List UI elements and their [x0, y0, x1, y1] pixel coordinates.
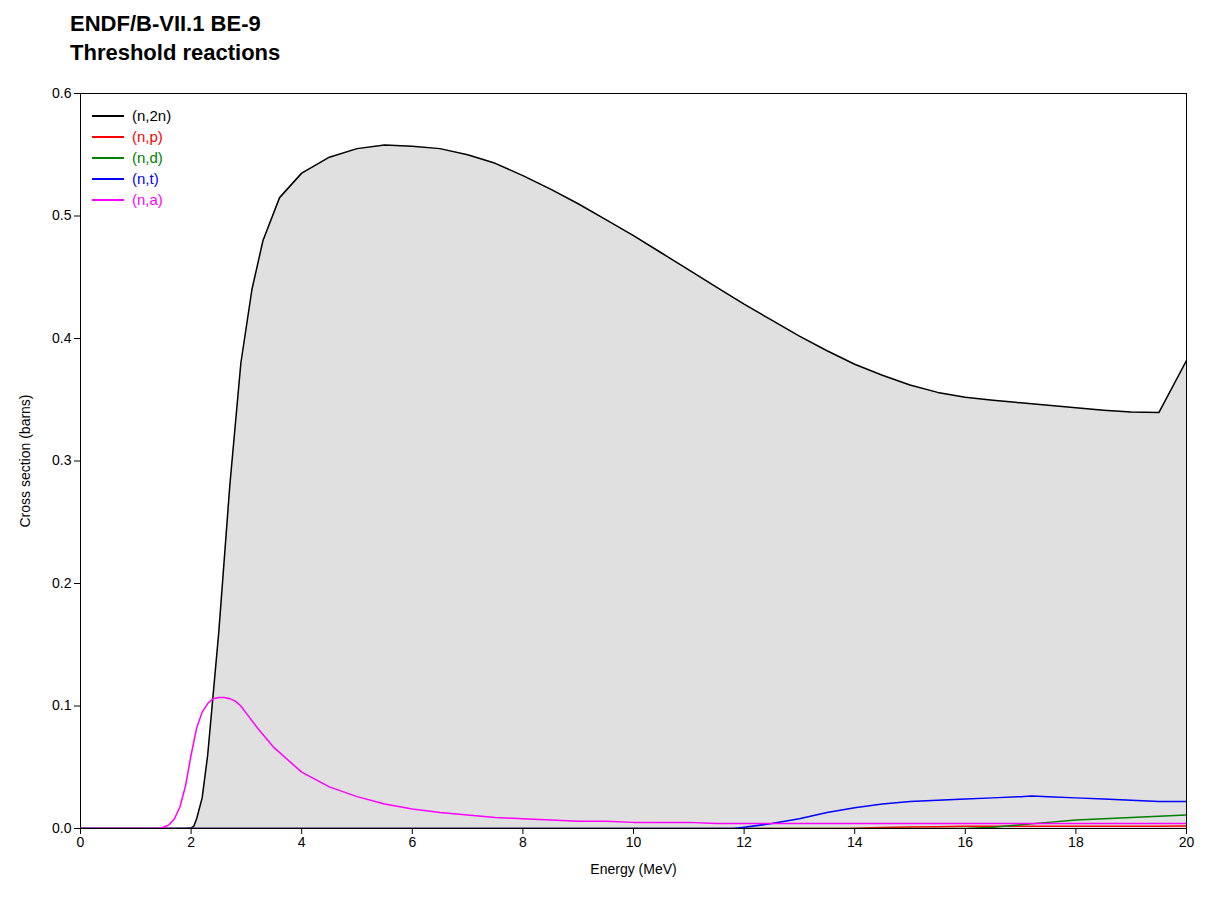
html-text:(n,a): (n,a): [132, 191, 163, 209]
svg-text:0.1: 0.1: [52, 698, 72, 714]
html-text:(n,t): (n,t): [132, 170, 159, 188]
html-text:ENDF/B-VII.1 BE-9: ENDF/B-VII.1 BE-9: [70, 11, 261, 36]
svg-text:0.6: 0.6: [52, 85, 72, 101]
svg-text:2: 2: [187, 835, 195, 851]
svg-text:18: 18: [1068, 835, 1084, 851]
svg-text:0.5: 0.5: [52, 208, 72, 224]
svg-text:0.3: 0.3: [52, 453, 72, 469]
svg-text:16: 16: [958, 835, 974, 851]
html-text:(n,2n): (n,2n): [132, 107, 172, 125]
html-text:Threshold reactions: Threshold reactions: [70, 39, 281, 65]
svg-text:0.0: 0.0: [52, 820, 72, 836]
svg-text:0.2: 0.2: [52, 575, 72, 591]
svg-text:10: 10: [626, 835, 642, 851]
svg-text:Cross section (barns): Cross section (barns): [17, 395, 33, 528]
svg-text:0.4: 0.4: [52, 330, 72, 346]
svg-text:14: 14: [847, 835, 863, 851]
svg-text:8: 8: [519, 835, 527, 851]
svg-text:20: 20: [1179, 835, 1195, 851]
svg-text:12: 12: [736, 835, 752, 851]
html-text:(n,p): (n,p): [132, 128, 163, 146]
svg-text:4: 4: [298, 835, 306, 851]
svg-text:0: 0: [77, 835, 85, 851]
svg-text:Energy (MeV): Energy (MeV): [590, 861, 676, 877]
svg-text:6: 6: [408, 835, 416, 851]
html-text:(n,d): (n,d): [132, 149, 163, 167]
